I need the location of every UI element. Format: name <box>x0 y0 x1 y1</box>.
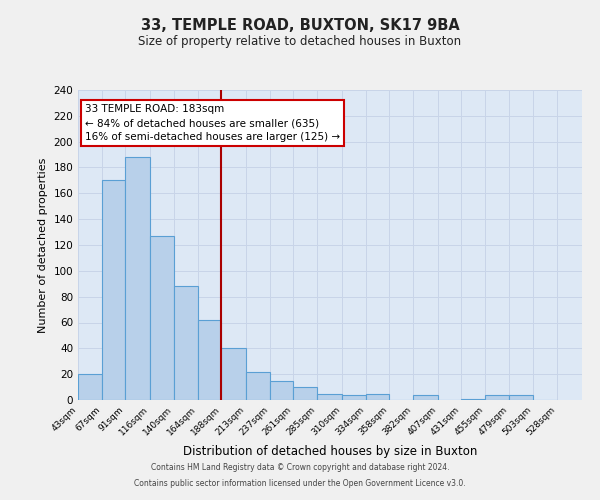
Bar <box>102 180 125 400</box>
Text: Contains public sector information licensed under the Open Government Licence v3: Contains public sector information licen… <box>134 478 466 488</box>
Bar <box>246 372 270 400</box>
Bar <box>413 395 438 400</box>
Y-axis label: Number of detached properties: Number of detached properties <box>38 158 48 332</box>
Bar <box>221 348 246 400</box>
Bar <box>270 380 293 400</box>
Bar <box>293 387 317 400</box>
Bar <box>461 398 485 400</box>
Bar <box>317 394 342 400</box>
Text: 33, TEMPLE ROAD, BUXTON, SK17 9BA: 33, TEMPLE ROAD, BUXTON, SK17 9BA <box>140 18 460 32</box>
Bar <box>509 395 533 400</box>
Text: Size of property relative to detached houses in Buxton: Size of property relative to detached ho… <box>139 35 461 48</box>
Text: Contains HM Land Registry data © Crown copyright and database right 2024.: Contains HM Land Registry data © Crown c… <box>151 464 449 472</box>
X-axis label: Distribution of detached houses by size in Buxton: Distribution of detached houses by size … <box>183 446 477 458</box>
Bar <box>174 286 197 400</box>
Bar <box>197 320 221 400</box>
Bar <box>485 395 509 400</box>
Bar <box>125 157 150 400</box>
Bar <box>150 236 174 400</box>
Text: 33 TEMPLE ROAD: 183sqm
← 84% of detached houses are smaller (635)
16% of semi-de: 33 TEMPLE ROAD: 183sqm ← 84% of detached… <box>85 104 340 142</box>
Bar <box>78 374 102 400</box>
Bar <box>365 394 389 400</box>
Bar <box>342 395 365 400</box>
